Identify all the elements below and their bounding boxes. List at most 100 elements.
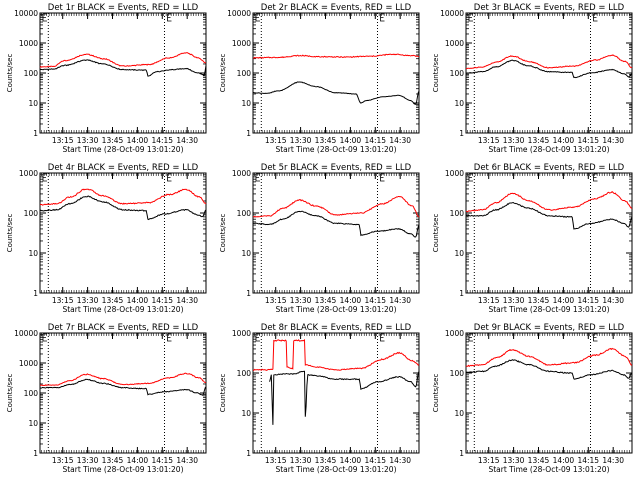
- y-axis-label: Counts/sec: [6, 54, 14, 93]
- y-tick-label: 10000: [14, 329, 38, 338]
- chart-panel-7: Det 7r BLACK = Events, RED = LLD 1 10 100 10…: [6, 323, 207, 474]
- x-tick-label: 14:30: [176, 136, 198, 145]
- y-tick-label: 10: [28, 99, 38, 108]
- lld-series-line: [40, 372, 207, 387]
- y-tick-label: 1000: [445, 169, 464, 178]
- e-marker-right: [593, 333, 598, 342]
- x-tick-label: 13:15: [52, 296, 74, 305]
- x-tick-label: 13:30: [77, 456, 99, 465]
- plot-frame: [465, 12, 633, 134]
- x-tick-label: 14:00: [127, 456, 149, 465]
- x-tick-label: 13:30: [503, 136, 525, 145]
- x-tick-label: 14:30: [602, 136, 624, 145]
- plot-frame: [465, 172, 633, 294]
- y-axis-label: Counts/sec: [219, 54, 227, 93]
- x-tick-label: 14:30: [389, 296, 411, 305]
- events-series-line: [465, 359, 633, 380]
- x-tick-label: 14:00: [553, 136, 575, 145]
- chart-panel-8: Det 8r BLACK = Events, RED = LLD 1 10 100 10…: [219, 323, 420, 474]
- x-tick-label: 13:30: [290, 456, 312, 465]
- x-tick-label: 14:00: [127, 296, 149, 305]
- x-axis-label: Start Time (28-Oct-09 13:01:20): [62, 465, 183, 474]
- x-tick-label: 13:45: [102, 456, 124, 465]
- x-tick-label: 13:45: [315, 456, 337, 465]
- x-tick-label: 13:30: [290, 136, 312, 145]
- y-tick-label: 10000: [227, 9, 251, 18]
- y-tick-label: 1000: [445, 39, 464, 48]
- y-tick-label: 100: [24, 389, 39, 398]
- y-tick-label: 10000: [14, 9, 38, 18]
- e-marker-right: [167, 13, 172, 22]
- y-tick-label: 1: [459, 289, 464, 298]
- chart-panel-6: Det 6r BLACK = Events, RED = LLD 1 10 100 10…: [432, 163, 633, 314]
- e-marker-right: [593, 13, 598, 22]
- y-tick-label: 100: [24, 209, 39, 218]
- lld-series-line: [465, 347, 633, 367]
- x-tick-label: 14:15: [577, 456, 599, 465]
- chart-panel-1: Det 1r BLACK = Events, RED = LLD 1 10 100 10…: [6, 3, 207, 154]
- plot-frame: [39, 332, 207, 454]
- chart-title: Det 6r BLACK = Events, RED = LLD: [474, 163, 625, 173]
- x-tick-label: 13:45: [315, 296, 337, 305]
- x-tick-label: 14:15: [577, 296, 599, 305]
- x-axis-label: Start Time (28-Oct-09 13:01:20): [62, 305, 183, 314]
- y-tick-label: 1000: [19, 169, 38, 178]
- y-tick-label: 10: [454, 409, 464, 418]
- plot-frame: [465, 332, 633, 454]
- events-series-line: [252, 210, 420, 238]
- x-tick-label: 14:15: [364, 136, 386, 145]
- lld-series-line: [252, 196, 420, 218]
- y-tick-label: 10: [241, 99, 251, 108]
- x-tick-label: 13:30: [290, 296, 312, 305]
- y-tick-label: 100: [24, 69, 39, 78]
- e-marker-left: [468, 13, 473, 22]
- x-tick-label: 14:15: [151, 136, 173, 145]
- events-series-line: [465, 201, 633, 230]
- y-tick-label: 10: [454, 99, 464, 108]
- e-marker-left: [255, 13, 260, 22]
- e-marker-left: [255, 333, 260, 342]
- e-marker-left: [42, 13, 47, 22]
- y-tick-label: 100: [450, 69, 465, 78]
- lld-series-line: [252, 339, 420, 371]
- events-series-line: [269, 370, 420, 425]
- x-tick-label: 14:00: [340, 296, 362, 305]
- x-tick-label: 13:15: [52, 456, 74, 465]
- x-tick-label: 13:45: [528, 456, 550, 465]
- y-tick-label: 1: [459, 129, 464, 138]
- e-marker-left: [42, 173, 47, 182]
- chart-title: Det 5r BLACK = Events, RED = LLD: [261, 163, 412, 173]
- y-tick-label: 100: [237, 369, 252, 378]
- x-axis-label: Start Time (28-Oct-09 13:01:20): [275, 465, 396, 474]
- x-tick-label: 14:15: [364, 296, 386, 305]
- x-axis-label: Start Time (28-Oct-09 13:01:20): [275, 305, 396, 314]
- y-tick-label: 1000: [445, 329, 464, 338]
- events-series-line: [39, 378, 207, 396]
- y-tick-label: 1000: [232, 169, 251, 178]
- x-tick-label: 14:30: [602, 296, 624, 305]
- x-tick-label: 13:45: [528, 136, 550, 145]
- chart-panel-4: Det 4r BLACK = Events, RED = LLD 1 10 100 10…: [6, 163, 207, 314]
- y-tick-label: 10: [241, 249, 251, 258]
- y-tick-label: 10: [28, 249, 38, 258]
- y-axis-label: Counts/sec: [219, 374, 227, 413]
- chart-panel-2: Det 2r BLACK = Events, RED = LLD 1 10 100 10…: [219, 3, 420, 154]
- e-marker-right: [380, 173, 385, 182]
- x-tick-label: 13:30: [77, 136, 99, 145]
- y-tick-label: 100: [450, 369, 465, 378]
- x-tick-label: 13:45: [315, 136, 337, 145]
- x-axis-label: Start Time (28-Oct-09 13:01:20): [62, 145, 183, 154]
- x-axis-label: Start Time (28-Oct-09 13:01:20): [488, 465, 609, 474]
- x-tick-label: 13:45: [102, 136, 124, 145]
- x-tick-label: 13:30: [77, 296, 99, 305]
- x-tick-label: 13:15: [478, 136, 500, 145]
- x-tick-label: 14:15: [364, 456, 386, 465]
- x-tick-label: 13:15: [265, 296, 287, 305]
- y-tick-label: 10000: [440, 9, 464, 18]
- x-tick-label: 13:45: [102, 296, 124, 305]
- e-marker-left: [468, 333, 473, 342]
- y-axis-label: Counts/sec: [6, 374, 14, 413]
- chart-title: Det 2r BLACK = Events, RED = LLD: [261, 3, 412, 13]
- x-tick-label: 14:30: [389, 456, 411, 465]
- lld-series-line: [39, 52, 207, 68]
